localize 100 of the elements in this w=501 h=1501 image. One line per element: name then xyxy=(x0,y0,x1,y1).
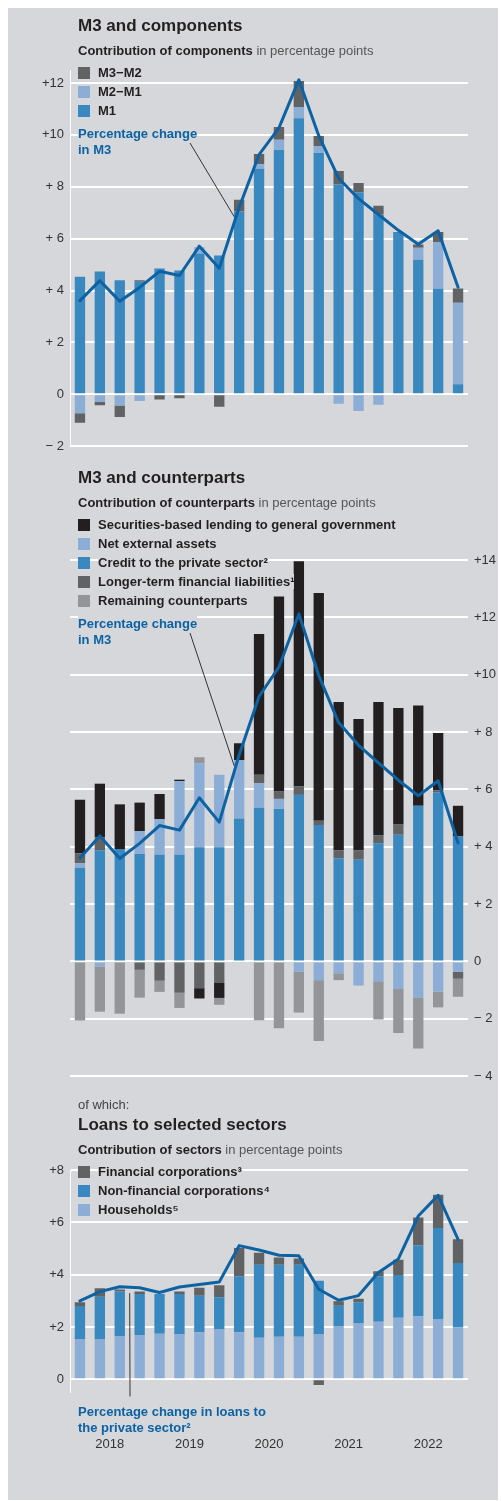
legend-label: Longer-term financial liabilities¹ xyxy=(98,573,295,589)
legend-label: M3−M2 xyxy=(98,64,142,80)
bar xyxy=(154,962,165,981)
bar xyxy=(114,395,125,406)
bar xyxy=(452,836,464,961)
bar xyxy=(194,847,205,961)
text: Percentage change in loans to the private sector² xyxy=(78,1404,266,1436)
bar xyxy=(273,1336,285,1379)
bar xyxy=(114,1336,125,1379)
bar xyxy=(333,1301,344,1306)
y-tick-label: +8 xyxy=(49,1161,64,1177)
bar xyxy=(373,214,384,394)
y-tick-label: + 2 xyxy=(45,334,64,349)
bar xyxy=(174,1291,185,1295)
bar xyxy=(174,1294,185,1335)
chart-subtitle: Contribution of components xyxy=(78,43,253,58)
bar xyxy=(194,1287,205,1296)
bar xyxy=(253,962,265,1021)
bar xyxy=(154,854,165,961)
bar xyxy=(293,1336,305,1379)
bar xyxy=(154,794,165,820)
bar xyxy=(134,853,145,961)
bar xyxy=(373,843,384,961)
bar xyxy=(214,997,225,1005)
x-tick-label: 2019 xyxy=(174,1435,204,1451)
legend-label: M1 xyxy=(98,102,117,118)
bar xyxy=(393,962,404,990)
bar xyxy=(74,276,86,394)
y-tick-label: − 2 xyxy=(45,437,64,453)
bar xyxy=(74,962,86,1021)
y-tick-label: +10 xyxy=(41,126,64,142)
bar xyxy=(94,1296,106,1340)
bar xyxy=(413,259,424,394)
bar xyxy=(273,1264,285,1337)
y-tick-label: +2 xyxy=(49,1318,64,1334)
bar xyxy=(273,808,285,961)
bar xyxy=(413,1245,424,1317)
bar xyxy=(393,824,404,835)
bar xyxy=(313,824,324,961)
bar xyxy=(373,981,384,1020)
bar xyxy=(432,242,444,289)
bar xyxy=(74,1306,86,1340)
bar xyxy=(253,633,265,775)
bar xyxy=(253,1264,265,1338)
bar xyxy=(293,794,305,961)
bar xyxy=(452,962,464,972)
bar xyxy=(353,1323,364,1379)
bar xyxy=(452,288,464,303)
y-tick-label: + 6 xyxy=(45,230,64,246)
bar xyxy=(313,146,324,154)
bar xyxy=(293,561,305,787)
bar xyxy=(373,835,384,844)
y-tick-label: − 2 xyxy=(474,1010,493,1026)
bar xyxy=(373,962,384,982)
bar xyxy=(134,395,145,402)
bar xyxy=(94,966,106,1012)
bar xyxy=(353,192,364,394)
legend-label: Households⁵ xyxy=(98,1201,179,1217)
bar xyxy=(74,1302,86,1307)
bar xyxy=(94,962,106,967)
bar xyxy=(194,988,205,999)
legend-label: Remaining counterparts xyxy=(98,592,248,608)
bar xyxy=(353,183,364,193)
bar xyxy=(432,962,444,992)
bar xyxy=(333,858,344,961)
bar xyxy=(154,1294,165,1334)
bar xyxy=(393,989,404,1033)
bar xyxy=(273,791,285,799)
bar xyxy=(174,1334,185,1379)
bar xyxy=(154,395,165,400)
bar xyxy=(233,1332,245,1379)
y-tick-label: +6 xyxy=(49,1213,64,1229)
bar xyxy=(94,1339,106,1379)
bar xyxy=(214,1329,225,1379)
bar xyxy=(333,184,344,394)
bar xyxy=(432,1318,444,1379)
bar xyxy=(452,384,464,394)
y-tick-label: 0 xyxy=(474,953,482,969)
y-tick-label: + 4 xyxy=(474,838,493,854)
bar xyxy=(174,962,185,993)
y-tick-label: + 2 xyxy=(474,895,493,911)
bar xyxy=(194,253,205,394)
bar xyxy=(74,395,86,414)
bar xyxy=(154,268,165,394)
text: Percentage change in M3 xyxy=(78,616,198,647)
y-axis-title: in percentage points xyxy=(221,1142,343,1157)
bar xyxy=(214,395,225,407)
bar xyxy=(353,850,364,860)
y-tick-label: + 8 xyxy=(45,178,64,194)
bar xyxy=(94,402,106,406)
bar xyxy=(214,255,225,394)
bar xyxy=(134,969,145,998)
bar xyxy=(74,413,86,423)
bar xyxy=(452,971,464,979)
bar xyxy=(373,701,384,836)
bar xyxy=(74,867,86,961)
chart-title: M3 and components xyxy=(78,16,243,35)
bar xyxy=(214,983,225,998)
x-tick-label: 2018 xyxy=(95,1435,125,1451)
bar xyxy=(413,962,424,998)
